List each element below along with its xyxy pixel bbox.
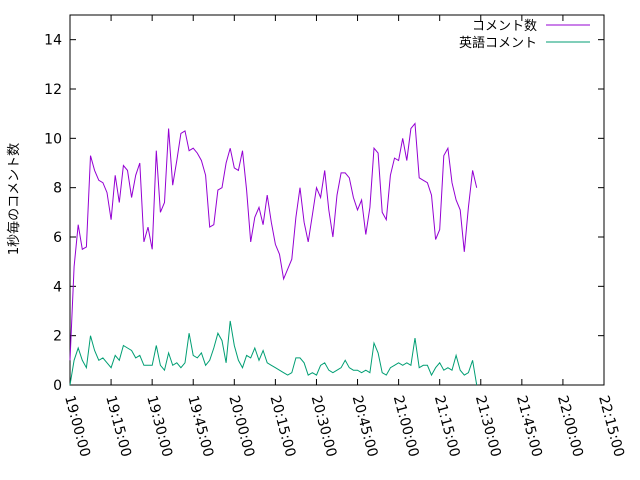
y-tick-label: 4 (53, 279, 62, 295)
x-tick-label: 20:45:00 (349, 394, 381, 459)
legend-label-2: 英語コメント (459, 35, 537, 51)
x-tick-label: 20:15:00 (267, 394, 299, 459)
x-tick-label: 20:30:00 (308, 394, 340, 459)
series-line-2 (69, 320, 478, 386)
y-tick-label: 8 (53, 181, 62, 197)
x-tick-label: 20:00:00 (225, 394, 257, 459)
y-tick-label: 10 (44, 131, 62, 147)
y-tick-label: 0 (53, 378, 62, 394)
x-tick-label: 21:15:00 (431, 394, 463, 459)
y-axis-label: 1秒毎のコメント数 (6, 143, 22, 255)
x-tick-label: 22:15:00 (595, 394, 627, 459)
x-tick-label: 22:00:00 (554, 394, 586, 459)
x-tick-label: 21:30:00 (472, 394, 504, 459)
x-tick-label: 21:00:00 (390, 394, 422, 459)
plot-frame (69, 14, 605, 386)
legend-label-1: コメント数 (472, 19, 537, 34)
series-line-1 (69, 122, 478, 361)
y-tick-label: 14 (44, 33, 62, 49)
x-tick-label: 19:45:00 (184, 394, 216, 459)
x-tick-label: 21:45:00 (513, 394, 545, 459)
x-tick-label: 19:15:00 (102, 394, 134, 459)
y-tick-label: 12 (44, 82, 62, 98)
y-tick-label: 2 (53, 329, 62, 345)
x-tick-label: 19:30:00 (143, 394, 175, 459)
x-tick-label: 19:00:00 (61, 394, 93, 459)
y-tick-label: 6 (53, 230, 62, 246)
